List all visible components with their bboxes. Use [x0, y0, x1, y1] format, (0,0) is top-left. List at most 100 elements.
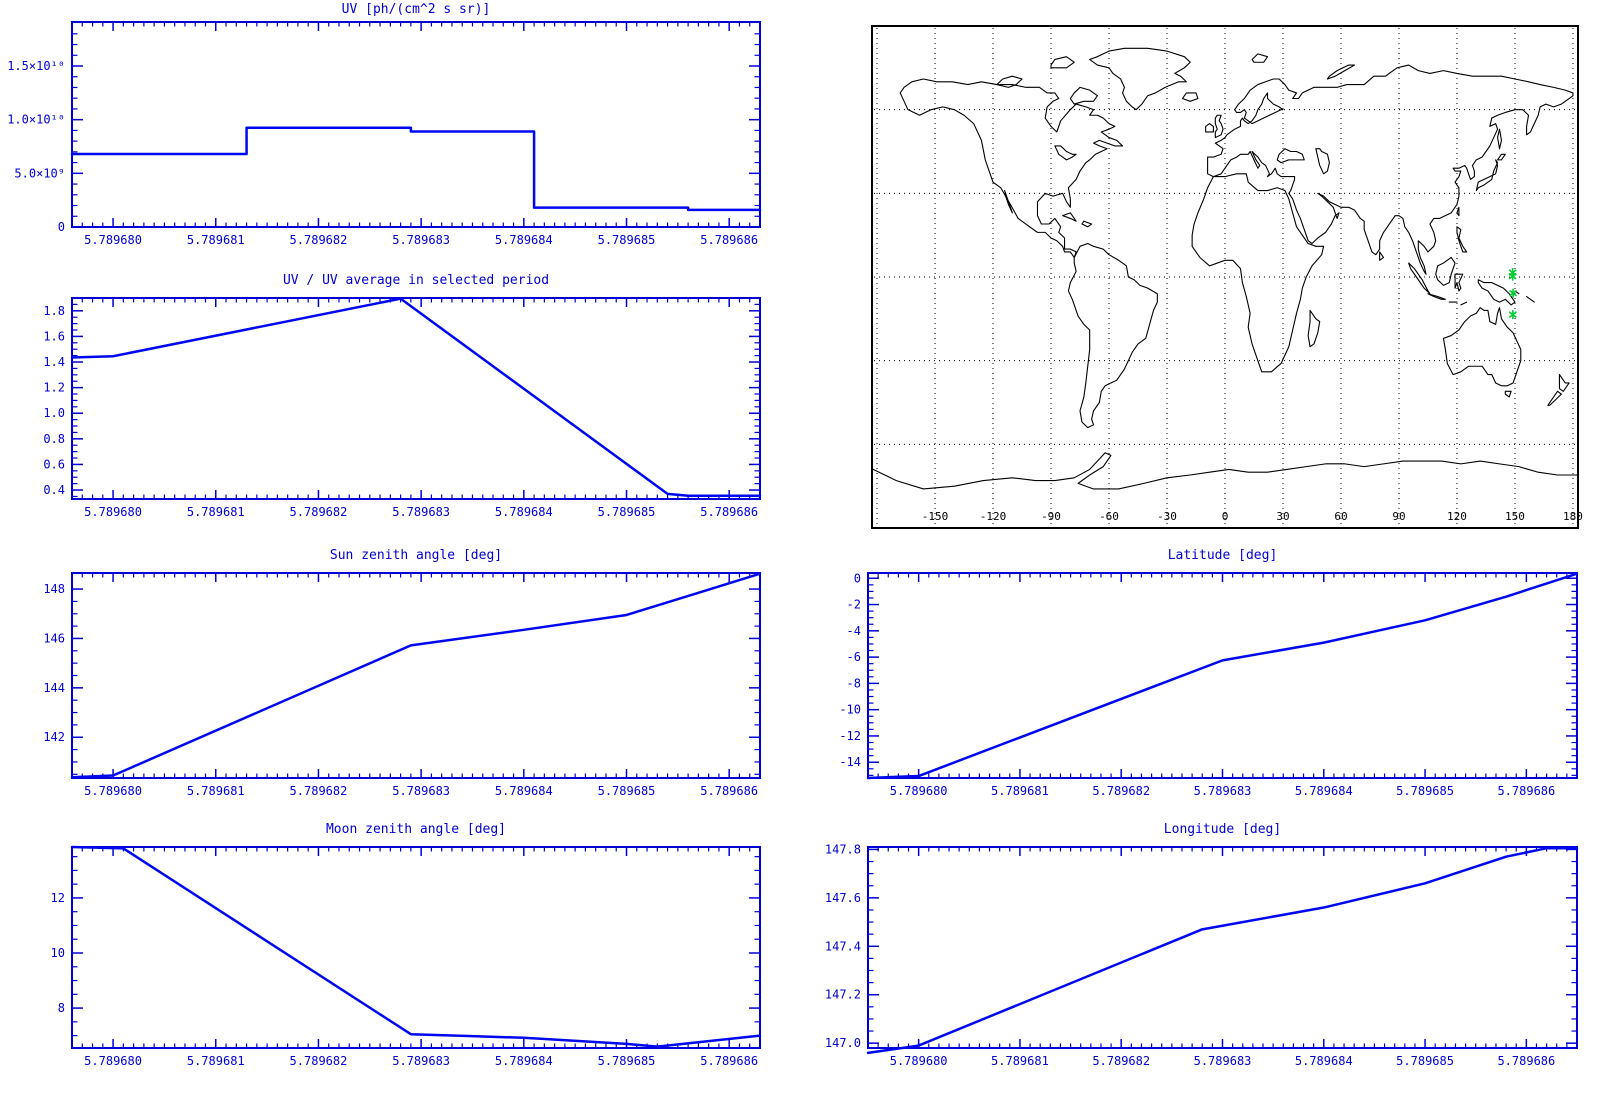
- map-coastline: [1307, 309, 1321, 348]
- map-coastline: [1050, 56, 1075, 69]
- map-coastline: [1547, 390, 1562, 406]
- map-coastline: [1504, 390, 1512, 398]
- ratio-x-tick-label: 5.789680: [84, 505, 142, 519]
- moon-x-tick-label: 5.789681: [187, 1054, 245, 1068]
- sun-x-tick-label: 5.789681: [187, 784, 245, 798]
- lon-x-tick-label: 5.789684: [1295, 1054, 1353, 1068]
- map-coastline: [899, 78, 1124, 259]
- sun-x-tick-label: 5.789682: [290, 784, 348, 798]
- ratio-y-tick-label: 0.8: [43, 432, 65, 446]
- lon-y-tick-label: 147.8: [825, 842, 861, 856]
- sun-x-tick-label: 5.789685: [598, 784, 656, 798]
- map-track-marker: [1508, 311, 1517, 318]
- lon-x-tick-label: 5.789685: [1396, 1054, 1454, 1068]
- lon-x-tick-label: 5.789680: [890, 1054, 948, 1068]
- uv-plot-title: UV [ph/(cm^2 s sr)]: [341, 2, 491, 17]
- lat-y-tick-label: -10: [839, 703, 861, 717]
- moon-y-tick-label: 12: [51, 891, 65, 905]
- ratio-y-tick-label: 0.4: [43, 483, 65, 497]
- map-frame: [871, 25, 1579, 529]
- map-coastline: [1456, 206, 1460, 217]
- uv-ratio-plot-title: UV / UV average in selected period: [282, 273, 550, 288]
- lon-y-tick-label: 147.6: [825, 891, 861, 905]
- moon-plot-frame: [71, 846, 761, 1049]
- ratio-plot-frame: [71, 297, 761, 500]
- map-coastline: [1454, 273, 1464, 292]
- lat-y-tick-label: -4: [847, 624, 861, 638]
- ratio-y-tick-label: 1.8: [43, 304, 65, 318]
- lat-x-tick-label: 5.789686: [1497, 784, 1555, 798]
- lat-y-tick-label: -2: [847, 598, 861, 612]
- map-lon-label: -90: [1041, 510, 1061, 523]
- sun-y-tick-label: 148: [43, 582, 65, 596]
- map-coastline: [1207, 64, 1574, 275]
- longitude-plot-title: Longitude [deg]: [1163, 822, 1282, 837]
- map-coastline: [1205, 123, 1214, 133]
- ratio-x-tick-label: 5.789681: [187, 505, 245, 519]
- map-lon-label: 0: [1222, 510, 1229, 523]
- sun-x-tick-label: 5.789683: [392, 784, 450, 798]
- uv-x-tick-label: 5.789684: [495, 233, 553, 247]
- map-coastline: [1326, 64, 1356, 80]
- lon-y-tick-label: 147.2: [825, 988, 861, 1002]
- map-coastline: [1475, 159, 1499, 192]
- map-coastline: [1427, 293, 1446, 300]
- map-coastline: [1081, 220, 1093, 228]
- map-coastline: [1251, 53, 1269, 63]
- uv-x-tick-label: 5.789685: [598, 233, 656, 247]
- moon-x-tick-label: 5.789680: [84, 1054, 142, 1068]
- map-coastline: [996, 75, 1023, 88]
- lat-x-tick-label: 5.789684: [1295, 784, 1353, 798]
- map-coastline: [1460, 301, 1468, 306]
- latitude-plot-title: Latitude [deg]: [1167, 548, 1278, 563]
- sun-y-tick-label: 142: [43, 730, 65, 744]
- moon-y-tick-label: 8: [58, 1001, 65, 1015]
- map-lon-label: 90: [1392, 510, 1405, 523]
- uv-x-tick-label: 5.789686: [700, 233, 758, 247]
- map-lon-label: -30: [1157, 510, 1177, 523]
- lat-plot-frame: [867, 572, 1578, 779]
- lon-y-tick-label: 147.4: [825, 939, 861, 953]
- sun-data-line: [70, 572, 762, 779]
- uv-x-tick-label: 5.789683: [392, 233, 450, 247]
- sun-x-tick-label: 5.789686: [700, 784, 758, 798]
- uv-y-tick-label: 5.0×10⁹: [14, 166, 65, 180]
- map-coastline: [1062, 212, 1077, 222]
- moon-x-tick-label: 5.789686: [700, 1054, 758, 1068]
- moon-x-tick-label: 5.789683: [392, 1054, 450, 1068]
- map-coastline: [1558, 374, 1570, 392]
- lon-x-tick-label: 5.789682: [1092, 1054, 1150, 1068]
- lat-x-tick-label: 5.789680: [890, 784, 948, 798]
- map-coastline: [1191, 173, 1325, 373]
- moon-data-line: [70, 845, 762, 1048]
- map-coastline: [1379, 251, 1385, 261]
- ratio-y-tick-label: 1.6: [43, 329, 65, 343]
- lat-x-tick-label: 5.789683: [1194, 784, 1252, 798]
- ratio-x-tick-label: 5.789683: [392, 505, 450, 519]
- map-coastline: [872, 452, 1578, 490]
- map-coastline: [1408, 262, 1431, 295]
- sun-y-tick-label: 146: [43, 631, 65, 645]
- moon-x-tick-label: 5.789684: [495, 1054, 553, 1068]
- sun-x-tick-label: 5.789684: [495, 784, 553, 798]
- map-coastline: [1054, 145, 1077, 161]
- uv-y-tick-label: 1.5×10¹⁰: [7, 59, 65, 73]
- ratio-y-tick-label: 0.6: [43, 457, 65, 471]
- map-lon-label: -60: [1099, 510, 1119, 523]
- map-coastline: [1315, 148, 1330, 175]
- map-lon-label: 150: [1505, 510, 1525, 523]
- ratio-y-tick-label: 1.4: [43, 355, 65, 369]
- map-coastline: [1276, 148, 1305, 164]
- map-coastline: [1442, 307, 1522, 387]
- sun-zenith-plot-title: Sun zenith angle [deg]: [329, 548, 503, 563]
- map-track-marker: [1508, 289, 1518, 297]
- lat-y-tick-label: 0: [854, 571, 861, 585]
- lat-y-tick-label: -14: [839, 755, 861, 769]
- ratio-x-tick-label: 5.789685: [598, 505, 656, 519]
- moon-x-tick-label: 5.789685: [598, 1054, 656, 1068]
- lat-x-tick-label: 5.789685: [1396, 784, 1454, 798]
- ratio-x-tick-label: 5.789684: [495, 505, 553, 519]
- lon-data-line: [866, 846, 1579, 1055]
- uv-y-tick-label: 0: [58, 220, 65, 234]
